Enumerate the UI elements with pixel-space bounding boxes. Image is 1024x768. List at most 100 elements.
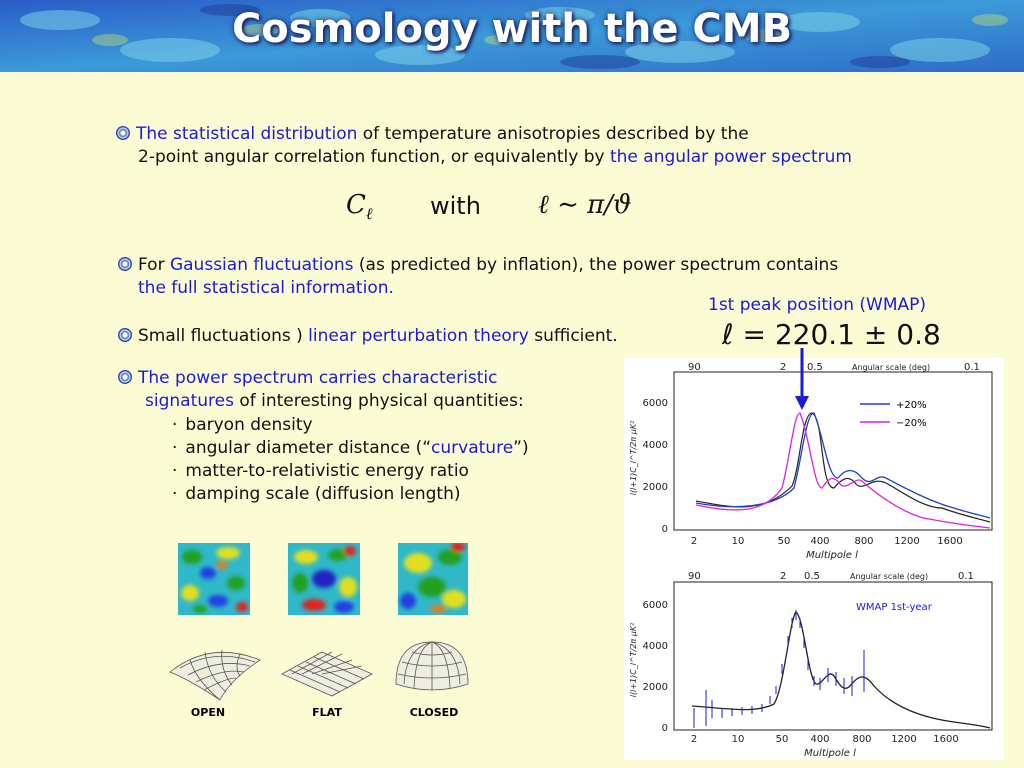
- top-axis-label: Angular scale (deg): [852, 363, 930, 372]
- list-item-angular-distance: · angular diameter distance (“curvature”): [172, 438, 529, 458]
- saddle-shape-icon: [169, 649, 261, 701]
- top-axis-label: Angular scale (deg): [850, 572, 928, 581]
- peak-position-equation: ℓ = 220.1 ± 0.8: [722, 318, 941, 351]
- text-p1-rest: of temperature anisotropies described by…: [357, 124, 749, 144]
- y-tick: 0: [662, 723, 668, 734]
- top-tick: 0.1: [964, 362, 980, 373]
- spiral-bullet-icon: [118, 257, 132, 271]
- x-tick: 1600: [933, 734, 958, 745]
- legend-wmap: WMAP 1st-year: [856, 602, 933, 613]
- shape-label-closed: CLOSED: [410, 706, 459, 719]
- sphere-dome-icon: [395, 641, 469, 691]
- spiral-bullet-icon: [118, 328, 132, 342]
- cmb-map-open: [178, 543, 250, 615]
- paragraph-power-spectrum-signatures: The power spectrum carries characteristi…: [118, 367, 524, 413]
- cmb-map-flat: [288, 543, 360, 615]
- y-tick: 4000: [643, 440, 668, 451]
- text-curvature: curvature: [431, 438, 514, 458]
- cmb-map-closed: [398, 543, 468, 615]
- slide-title: Cosmology with the CMB: [231, 6, 793, 52]
- list-item-text: angular diameter distance (“: [185, 438, 432, 458]
- text-angular-power-spectrum: the angular power spectrum: [609, 147, 852, 167]
- x-tick: 50: [778, 536, 791, 547]
- shape-label-open: OPEN: [191, 706, 225, 719]
- geometry-shapes: OPEN FLAT CLOSED: [169, 641, 469, 719]
- power-spectrum-models-plot: 90 2 0.5 0.1 Angular scale (deg) 6000 40…: [624, 358, 1004, 568]
- list-item-text: damping scale (diffusion length): [185, 484, 461, 504]
- list-item-text: baryon density: [185, 415, 313, 435]
- header-banner: Cosmology with the CMB: [0, 0, 1024, 72]
- text-p1-line2: 2-point angular correlation function, or…: [138, 147, 610, 167]
- flat-plane-icon: [281, 651, 373, 697]
- list-item-baryon: · baryon density: [172, 415, 313, 435]
- text-statistical-distribution: The statistical distribution: [136, 124, 358, 144]
- cmb-sky-maps: [178, 543, 468, 615]
- paragraph-gaussian: For Gaussian fluctuations (as predicted …: [118, 254, 838, 300]
- text-for: For: [138, 255, 170, 275]
- top-tick: 90: [688, 571, 701, 582]
- top-tick: 0.1: [958, 571, 974, 582]
- wmap-error-bars: [693, 610, 865, 728]
- y-tick: 6000: [643, 398, 668, 409]
- text-p2-rest: (as predicted by inflation), the power s…: [353, 255, 839, 275]
- x-tick: 50: [776, 734, 789, 745]
- x-tick: 2: [691, 536, 697, 547]
- plus20-curve: [695, 412, 991, 519]
- paragraph-small-fluctuations: Small fluctuations ) linear perturbation…: [118, 325, 618, 348]
- list-item-text: matter-to-relativistic energy ratio: [185, 461, 469, 481]
- x-tick: 1200: [891, 734, 916, 745]
- equation-with: with: [430, 192, 481, 220]
- legend-minus20: −20%: [896, 418, 927, 429]
- text-linear-perturbation-theory: linear perturbation theory: [308, 326, 529, 346]
- y-tick: 2000: [643, 482, 668, 493]
- top-tick: 2: [780, 362, 786, 373]
- equation-c-ell: Cℓ: [346, 190, 373, 223]
- spiral-bullet-icon: [118, 370, 132, 384]
- text-small-fluctuations: Small fluctuations ): [138, 326, 309, 346]
- x-tick: 10: [732, 536, 745, 547]
- x-axis-label: Multipole l: [804, 748, 856, 759]
- text-sufficient: sufficient.: [528, 326, 618, 346]
- y-tick: 0: [662, 524, 668, 535]
- x-tick: 10: [732, 734, 745, 745]
- top-tick: 0.5: [807, 362, 823, 373]
- x-tick: 800: [854, 536, 873, 547]
- spiral-bullet-icon: [116, 126, 130, 140]
- x-axis-label: Multipole l: [806, 550, 858, 561]
- x-tick: 400: [810, 536, 829, 547]
- y-axis-label: l(l+1)C_l^T/2π μK²: [629, 420, 638, 495]
- paragraph-statistical: The statistical distribution of temperat…: [116, 123, 852, 169]
- peak-arrow-icon: [795, 348, 809, 410]
- plot-frame: [673, 581, 993, 731]
- list-item-text: ”): [513, 438, 529, 458]
- x-tick: 2: [691, 734, 697, 745]
- fiducial-curve: [695, 412, 991, 523]
- peak-position-label: 1st peak position (WMAP): [708, 295, 927, 315]
- shape-label-flat: FLAT: [312, 706, 342, 719]
- legend-plus20: +20%: [896, 400, 927, 411]
- top-tick: 0.5: [804, 571, 820, 582]
- text-power-spectrum-carries: The power spectrum carries characteristi…: [138, 368, 498, 388]
- text-full-statistical-information: the full statistical information.: [138, 278, 394, 298]
- equation-ell-pi-theta: ℓ ∼ π/ϑ: [538, 190, 632, 220]
- y-tick: 4000: [643, 641, 668, 652]
- text-gaussian-fluctuations: Gaussian fluctuations: [169, 255, 354, 275]
- list-item-damping-scale: · damping scale (diffusion length): [172, 484, 461, 504]
- x-tick: 1200: [894, 536, 919, 547]
- list-item-matter-ratio: · matter-to-relativistic energy ratio: [172, 461, 469, 481]
- x-tick: 1600: [937, 536, 962, 547]
- text-signatures: signatures: [145, 391, 234, 411]
- top-tick: 90: [688, 362, 701, 373]
- y-tick: 2000: [643, 682, 668, 693]
- text-physical-quantities: of interesting physical quantities:: [233, 391, 524, 411]
- y-tick: 6000: [643, 600, 668, 611]
- x-tick: 400: [810, 734, 829, 745]
- header-background: [0, 0, 1024, 72]
- plot-frame: [673, 371, 993, 531]
- wmap-data-plot: 90 2 0.5 0.1 Angular scale (deg) 6000 40…: [624, 568, 1004, 760]
- minus20-curve: [695, 412, 991, 529]
- y-axis-label: l(l+1)C_l^T/2π μK²: [629, 622, 638, 697]
- model-fit-curve: [691, 611, 991, 729]
- top-tick: 2: [780, 571, 786, 582]
- x-tick: 800: [852, 734, 871, 745]
